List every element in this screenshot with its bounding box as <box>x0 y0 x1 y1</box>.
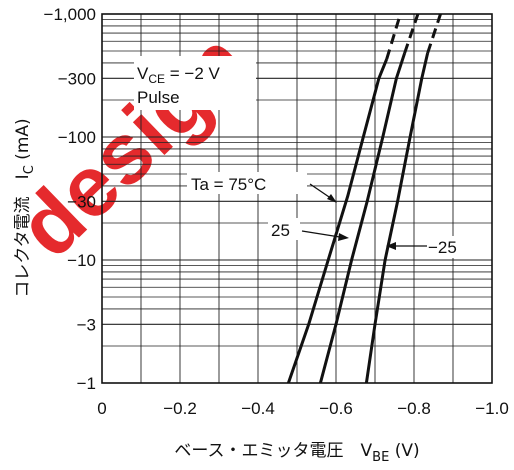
y-tick-labels: −1 −3 −10 −30 −100 −300 −1,000 <box>44 5 96 393</box>
series-group <box>286 13 442 384</box>
label-bg-25 <box>268 218 300 240</box>
series-label-minus25: −25 <box>428 238 457 257</box>
y-tick-label: −10 <box>67 251 96 270</box>
x-axis-title-sub: BE <box>372 450 389 465</box>
series-dashed-extension-2 <box>426 13 442 54</box>
series-line-1 <box>318 52 407 384</box>
series-dashed-extension-0 <box>385 13 402 60</box>
x-tick-label: −0.8 <box>397 399 431 418</box>
vce-condition: VCE = −2 V <box>137 64 220 86</box>
arrow-75 <box>327 194 337 203</box>
plot-frame <box>101 13 493 384</box>
y-axis-title: コレクタ電流 IC (mA) <box>13 118 37 297</box>
series-line-2 <box>364 52 430 384</box>
series-label-25: 25 <box>271 221 290 240</box>
x-axis-title-main: ベース・エミッタ電圧 V <box>174 441 372 461</box>
watermark: design <box>0 14 266 276</box>
series-line-0 <box>286 58 389 384</box>
arrow-25 <box>338 233 349 241</box>
x-tick-label: 0 <box>97 399 106 418</box>
condition-box <box>134 56 256 110</box>
x-tick-labels: 0 −0.2 −0.4 −0.6 −0.8 −1.0 <box>97 399 509 418</box>
label-bg-75 <box>187 172 307 194</box>
x-tick-label: −0.4 <box>241 399 275 418</box>
y-tick-label: −1,000 <box>44 5 96 24</box>
grid <box>102 14 492 383</box>
vce-value: = −2 V <box>165 64 220 83</box>
watermark-text: design <box>0 14 266 276</box>
y-tick-label: −30 <box>67 192 96 211</box>
y-axis-title-sub: C <box>22 165 37 174</box>
x-tick-label: −1.0 <box>475 399 509 418</box>
x-axis-title-unit: (V) <box>389 441 419 461</box>
y-tick-label: −1 <box>77 374 96 393</box>
series-dashed-extension-1 <box>403 13 420 54</box>
vce-prefix: V <box>137 64 149 83</box>
pulse-label: Pulse <box>137 88 180 107</box>
y-axis-title-unit: (mA) <box>13 118 33 165</box>
y-axis-title-main: コレクタ電流 I <box>13 174 33 297</box>
arrow-minus25 <box>386 242 396 250</box>
vce-sub: CE <box>148 72 165 86</box>
x-tick-label: −0.6 <box>319 399 353 418</box>
x-tick-label: −0.2 <box>163 399 197 418</box>
y-tick-label: −100 <box>58 128 96 147</box>
label-bg-minus25 <box>426 236 460 258</box>
y-tick-label: −3 <box>77 315 96 334</box>
series-label-75: Ta = 75°C <box>191 175 266 194</box>
x-axis-title: ベース・エミッタ電圧 VBE (V) <box>174 441 419 465</box>
y-tick-label: −300 <box>58 69 96 88</box>
